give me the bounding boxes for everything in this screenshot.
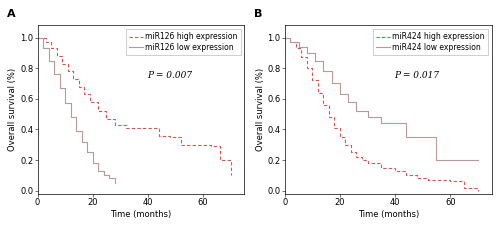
- Text: P = 0.017: P = 0.017: [394, 71, 440, 80]
- Y-axis label: Overall survival (%): Overall survival (%): [8, 68, 18, 151]
- X-axis label: Time (months): Time (months): [110, 210, 172, 219]
- Legend: miR126 high expression, miR126 low expression: miR126 high expression, miR126 low expre…: [126, 29, 240, 55]
- Legend: miR424 high expression, miR424 low expression: miR424 high expression, miR424 low expre…: [373, 29, 488, 55]
- Text: A: A: [6, 9, 15, 19]
- Text: B: B: [254, 9, 262, 19]
- Y-axis label: Overall survival (%): Overall survival (%): [256, 68, 264, 151]
- X-axis label: Time (months): Time (months): [358, 210, 419, 219]
- Text: P = 0.007: P = 0.007: [147, 71, 192, 80]
